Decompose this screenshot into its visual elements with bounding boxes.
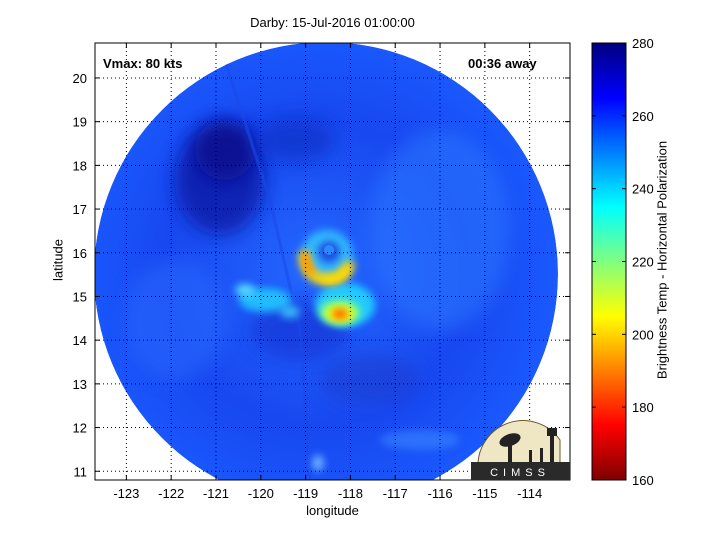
colorbar-tick-label: 260 — [632, 109, 654, 124]
x-tick-label: -122 — [158, 486, 184, 501]
y-tick-label: 19 — [73, 115, 87, 130]
x-tick-label: -120 — [248, 486, 274, 501]
time-away-annotation: 00:36 away — [468, 56, 537, 71]
x-tick-label: -123 — [113, 486, 139, 501]
x-tick-label: -114 — [517, 486, 542, 501]
y-tick-label: 18 — [73, 158, 87, 173]
cimss-logo: CIMSS — [471, 420, 570, 480]
colorbar-gradient — [591, 42, 627, 481]
colorbar — [591, 42, 627, 481]
y-tick-label: 15 — [73, 289, 87, 304]
y-tick-group: 11 12 13 14 15 16 17 18 19 20 — [73, 71, 570, 479]
y-tick-label: 11 — [74, 464, 88, 479]
colorbar-tick-label: 180 — [632, 400, 654, 415]
x-tick-label: -116 — [428, 486, 453, 501]
y-tick-label: 16 — [73, 246, 87, 261]
x-tick-label: -119 — [293, 486, 318, 501]
colorbar-tick-label: 280 — [632, 36, 654, 51]
x-tick-label: -121 — [203, 486, 229, 501]
vmax-annotation: Vmax: 80 kts — [103, 56, 183, 71]
y-tick-label: 14 — [73, 333, 87, 348]
x-axis-label: longitude — [306, 503, 359, 518]
x-tick-label: -117 — [383, 486, 408, 501]
y-tick-label: 13 — [73, 377, 87, 392]
y-tick-label: 20 — [73, 71, 87, 86]
colorbar-tick-label: 220 — [632, 255, 654, 270]
x-tick-label: -118 — [338, 486, 363, 501]
axes-frame — [94, 42, 571, 481]
colorbar-tick-label: 240 — [632, 182, 654, 197]
y-tick-label: 12 — [73, 421, 87, 436]
x-tick-group: -123 -122 -121 -120 -119 -118 -117 -116 -115 -114 — [113, 43, 542, 501]
colorbar-tick-label: 200 — [632, 327, 654, 342]
grid-lines — [95, 43, 570, 480]
colorbar-tick-label: 160 — [632, 473, 654, 488]
logo-text: CIMSS — [490, 467, 550, 479]
x-tick-label: -115 — [472, 486, 497, 501]
swath-image — [95, 43, 558, 480]
chart-title: Darby: 15-Jul-2016 01:00:00 — [250, 15, 415, 30]
colorbar-tick-group: 160 180 200 220 240 260 280 — [592, 36, 654, 488]
y-tick-label: 17 — [73, 202, 87, 217]
